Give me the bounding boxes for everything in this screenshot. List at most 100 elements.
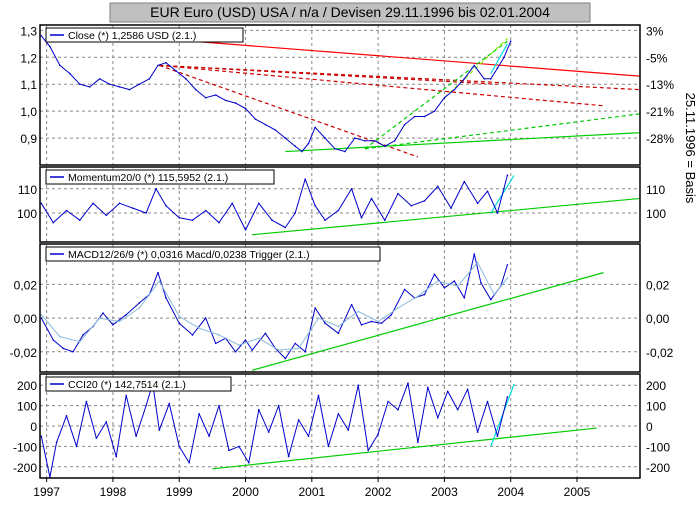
data-point [178,322,181,324]
data-point [244,339,247,341]
data-point [98,78,101,80]
data-point [108,83,111,86]
data-point [466,388,469,391]
data-point [138,307,141,309]
data-point [493,293,495,296]
y-right-tick-label: 100 [646,207,666,221]
data-point [40,313,43,316]
y-left-tick-label: 1,2 [20,51,37,65]
data-point [383,145,386,147]
data-point [314,126,316,129]
data-point [417,295,419,298]
data-point [75,445,78,448]
y-left-tick-label: -0,02 [10,346,38,360]
data-point [125,394,127,397]
data-point [453,280,456,282]
trendline [159,64,604,107]
data-point [427,386,429,389]
data-point [463,78,466,80]
data-point [188,461,190,464]
data-point [198,327,200,330]
data-point [228,449,230,452]
data-point [397,192,399,195]
data-point [496,212,499,214]
y-left-tick-label: 200 [17,379,37,393]
data-point [145,404,147,407]
chart-title-box: EUR Euro (USD) USA / n/a / Devisen 29.11… [109,2,591,23]
data-point [218,404,220,407]
y-left-tick-label: 100 [17,207,37,221]
data-point [105,214,108,217]
data-point [264,332,267,335]
data-point [248,461,250,464]
y-left-tick-label: 1,3 [20,24,37,38]
data-point [380,322,383,324]
trendline [285,132,640,153]
data-point [307,435,310,437]
data-point [350,187,353,190]
y-right-tick-label: -100 [646,440,670,454]
legend-label: CCI20 (*) 142,7514 (2.1.) [68,379,186,391]
y-right-tick-label: 100 [646,400,666,414]
data-point [118,320,121,323]
data-point [234,102,237,104]
data-point [277,349,280,351]
data-point [483,78,485,80]
data-point [317,394,320,397]
data-point [423,293,426,296]
data-point [65,415,68,417]
x-tick-label: 1997 [33,485,60,499]
data-point [407,382,409,384]
x-tick-label: 2000 [232,485,259,499]
data-point [314,204,316,207]
data-point [198,412,200,415]
data-point [410,204,413,207]
trendline [212,427,597,470]
data-point [506,277,509,279]
data-point [148,78,151,80]
data-point [390,313,393,316]
y-left-tick-label: 0 [30,420,37,434]
data-point [476,202,479,205]
data-point [496,435,499,437]
data-point [486,400,489,403]
data-point [214,94,217,96]
data-point [506,396,509,398]
data-point [284,137,287,139]
data-point [360,324,363,326]
y-left-tick-label: 110 [18,183,37,197]
data-point [132,207,134,209]
data-point [436,185,439,188]
data-point [284,226,287,229]
data-point [118,202,121,205]
data-point [155,187,157,190]
data-point [387,400,389,403]
data-point [59,64,61,67]
y-right-tick-label: -28% [646,132,674,146]
y-right-tick-label: -200 [646,461,670,475]
data-point [476,431,479,433]
x-tick-label: 2005 [564,485,591,499]
data-point [433,110,436,112]
data-point [413,115,416,118]
data-point [238,445,240,448]
legend-label: MACD12/26/9 (*) 0,0316 Macd/0,0238 Trigg… [68,249,310,261]
data-point [271,219,273,222]
data-point [138,302,141,304]
trendline [364,113,640,150]
data-point [304,178,306,180]
data-point [354,137,356,139]
data-point [383,219,386,222]
data-point [195,88,197,91]
plot-area [40,174,640,236]
data-point [234,350,237,353]
data-point [178,217,181,219]
data-point [443,96,446,99]
data-point [65,209,68,212]
data-point [344,150,346,153]
data-point [304,350,306,353]
y-right-tick-label: -0,02 [646,346,674,360]
data-point [506,264,509,266]
data-point [360,217,363,219]
